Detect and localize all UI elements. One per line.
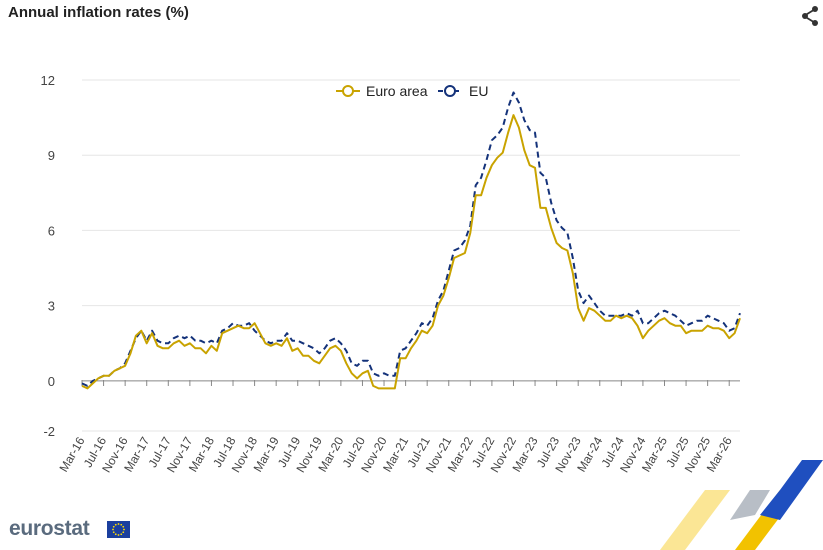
flag-star [117, 534, 120, 536]
eurostat-logo: eurostat [9, 517, 90, 540]
share-icon[interactable] [798, 4, 822, 28]
line-eu[interactable] [81, 91, 741, 387]
y-tick-label: 0 [48, 374, 55, 389]
legend-item-euro-area[interactable]: Euro area [336, 83, 428, 99]
x-axis-ticks: Mar-16Jul-16Nov-16Mar-17Jul-17Nov-17Mar-… [56, 380, 735, 475]
eu-flag-icon [107, 521, 130, 538]
legend-label-euro-area: Euro area [366, 83, 428, 99]
legend-marker-eu [444, 85, 456, 97]
inflation-chart: -2 0 3 6 9 12 Mar-16Jul-16Nov-16Mar-17Jul-17N… [41, 73, 741, 475]
corner-decoration [660, 460, 823, 550]
chart-title: Annual inflation rates (%) [8, 4, 189, 21]
series-lines [81, 91, 741, 390]
y-tick-label: -2 [43, 424, 55, 439]
flag-star [114, 533, 117, 536]
y-tick-label: 12 [41, 73, 55, 88]
legend-marker-euro-area [342, 85, 354, 97]
legend: Euro area EU [336, 83, 488, 99]
flag-star [117, 523, 120, 525]
y-tick-label: 6 [48, 223, 55, 238]
flag-star [112, 525, 115, 528]
flag-star [114, 523, 117, 526]
line-euro-area[interactable] [81, 114, 741, 390]
flag-star [122, 531, 125, 534]
y-tick-label: 3 [48, 299, 55, 314]
flag-star [122, 525, 125, 528]
legend-label-eu: EU [469, 83, 488, 99]
y-axis-ticks: -2 0 3 6 9 12 [41, 73, 55, 439]
legend-item-eu[interactable]: EU [438, 83, 488, 99]
flag-star [112, 528, 114, 531]
flag-star [123, 528, 125, 531]
flag-star [112, 531, 115, 534]
x-tick-label: Mar-16 [56, 434, 87, 474]
flag-star [120, 533, 123, 536]
grid-lines [82, 79, 740, 432]
flag-star [120, 523, 123, 526]
y-tick-label: 9 [48, 148, 55, 163]
